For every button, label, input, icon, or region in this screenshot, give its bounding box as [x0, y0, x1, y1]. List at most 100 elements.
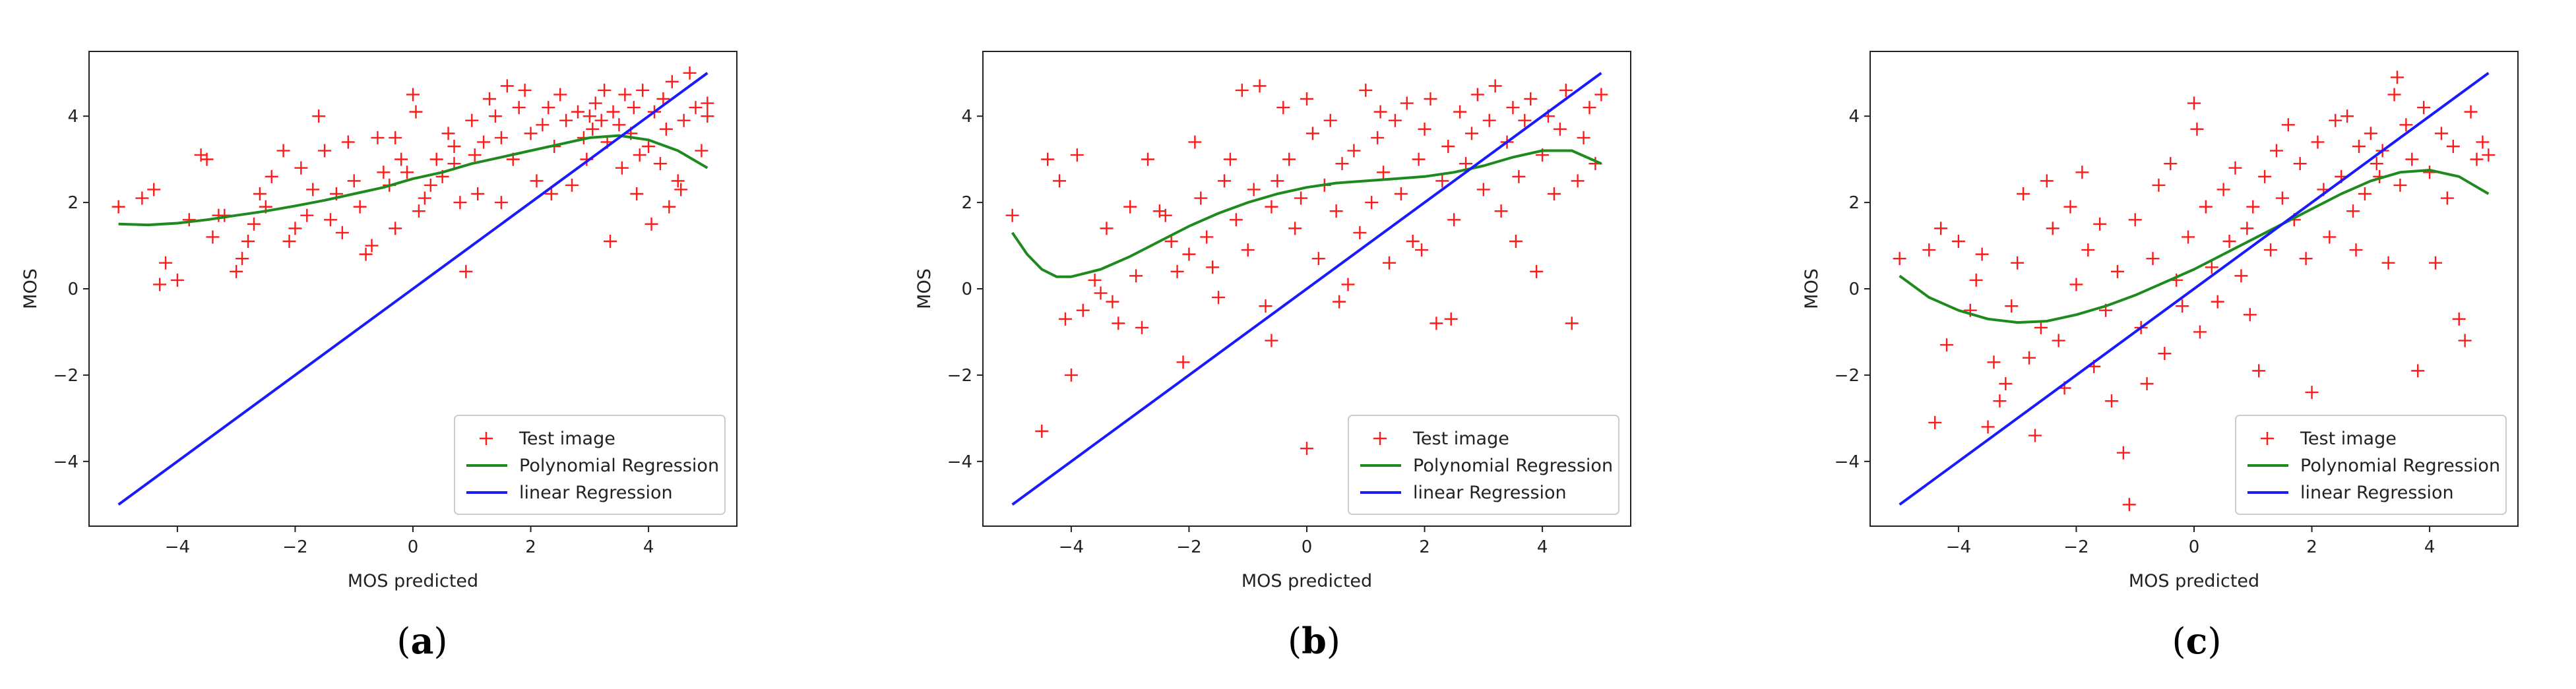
test-image-point — [1288, 222, 1302, 235]
scatter-chart-b: −4 −2 0 2 4 −4 −2 0 2 4 MOS predicted MOS Test image… — [914, 51, 1631, 591]
test-image-point — [1129, 269, 1143, 283]
legend-box — [2235, 415, 2507, 515]
test-image-point — [294, 161, 308, 175]
test-image-point — [1265, 200, 1278, 214]
test-image-point — [1453, 105, 1467, 119]
test-image-point — [453, 196, 467, 210]
test-image-point — [1987, 355, 2001, 369]
test-image-point — [2122, 498, 2136, 512]
test-image-point — [1353, 225, 1367, 239]
test-image-point — [2305, 386, 2319, 400]
test-image-point — [2211, 295, 2224, 309]
test-image-point — [2190, 122, 2204, 136]
test-image-point — [2034, 320, 2048, 334]
legend-entry-label: Polynomial Regression — [519, 456, 719, 476]
test-image-point — [2222, 235, 2236, 248]
test-image-point — [1400, 96, 1414, 110]
y-tick-label: −2 — [1835, 366, 1860, 386]
test-image-point — [689, 101, 703, 115]
test-image-point — [424, 178, 437, 192]
test-image-point — [335, 225, 349, 239]
test-image-point — [1459, 157, 1473, 171]
caption-c: (c) — [2172, 620, 2222, 662]
y-tick-label: −2 — [53, 366, 79, 386]
test-image-point — [2011, 256, 2025, 270]
y-tick-label: −4 — [947, 452, 972, 472]
test-image-point — [324, 213, 338, 227]
test-image-point — [695, 144, 708, 158]
legend: Test image Polynomial Regression linear Re… — [1348, 415, 1619, 515]
test-image-point — [1123, 200, 1137, 214]
chart-panel-b: −4 −2 0 2 4 −4 −2 0 2 4 MOS predicted MOS Test image… — [894, 0, 1751, 689]
test-image-point — [1371, 131, 1385, 144]
test-image-point — [656, 92, 670, 105]
test-image-point — [2364, 127, 2377, 140]
test-image-point — [241, 235, 255, 248]
test-image-point — [1518, 113, 1532, 127]
test-image-point — [1488, 79, 1502, 93]
test-image-point — [2458, 334, 2472, 347]
test-image-point — [586, 122, 600, 136]
test-image-point — [1194, 191, 1208, 205]
test-image-point — [615, 161, 629, 175]
test-image-point — [465, 113, 479, 127]
test-image-point — [2429, 256, 2443, 270]
test-image-point — [604, 235, 617, 248]
test-image-point — [409, 105, 423, 119]
test-image-point — [1241, 243, 1255, 257]
test-image-point — [1940, 338, 1954, 352]
test-image-point — [636, 83, 650, 97]
x-tick-label: 2 — [1419, 537, 1430, 557]
test-image-point — [1476, 183, 1490, 196]
test-image-point — [1922, 243, 1936, 257]
test-image-point — [412, 204, 425, 218]
y-tick-label: 4 — [1848, 107, 1860, 127]
y-tick-label: 2 — [1848, 193, 1860, 213]
test-image-point — [2243, 308, 2257, 322]
legend-test-marker — [480, 432, 493, 445]
test-image-point — [488, 109, 502, 123]
y-tick-label: −4 — [1835, 452, 1860, 472]
test-image-point — [2193, 325, 2207, 339]
test-image-point — [494, 196, 508, 210]
test-image-point — [2128, 213, 2142, 227]
test-image-point — [2352, 140, 2366, 153]
test-image-point — [389, 131, 402, 144]
test-image-point — [1359, 83, 1373, 97]
test-image-point — [1164, 235, 1178, 248]
test-image-point — [630, 187, 644, 200]
test-image-point — [2281, 118, 2295, 132]
test-image-point — [341, 135, 355, 149]
x-tick-label: −2 — [1176, 537, 1201, 557]
test-image-point — [512, 101, 526, 115]
x-tick-label: −4 — [1946, 537, 1971, 557]
test-image-point — [459, 264, 473, 278]
test-image-point — [1212, 291, 1226, 305]
test-image-point — [2476, 135, 2490, 149]
y-tick-label: 0 — [67, 280, 79, 299]
x-tick-label: 0 — [1302, 537, 1313, 557]
test-image-point — [1200, 230, 1214, 244]
test-image-point — [276, 144, 290, 158]
data-layer — [111, 66, 714, 506]
test-image-point — [1583, 101, 1596, 115]
test-image-point — [1993, 394, 2007, 408]
legend-entry-label: Test image — [518, 429, 615, 449]
test-image-point — [288, 222, 302, 235]
test-image-point — [312, 109, 326, 123]
test-image-point — [1435, 174, 1449, 188]
x-axis-label: MOS predicted — [1241, 571, 1372, 591]
test-image-point — [471, 187, 485, 200]
y-axis-label: MOS — [1802, 268, 1822, 309]
test-image-point — [1100, 222, 1114, 235]
test-image-point — [2052, 334, 2065, 347]
test-image-point — [1429, 316, 1443, 330]
test-image-point — [1934, 222, 1948, 235]
test-image-point — [1969, 273, 1983, 287]
test-image-point — [642, 140, 656, 153]
test-image-point — [2264, 243, 2278, 257]
test-image-point — [594, 113, 608, 127]
test-image-point — [1444, 312, 1458, 326]
test-image-point — [1494, 204, 1508, 218]
test-image-point — [2182, 230, 2195, 244]
